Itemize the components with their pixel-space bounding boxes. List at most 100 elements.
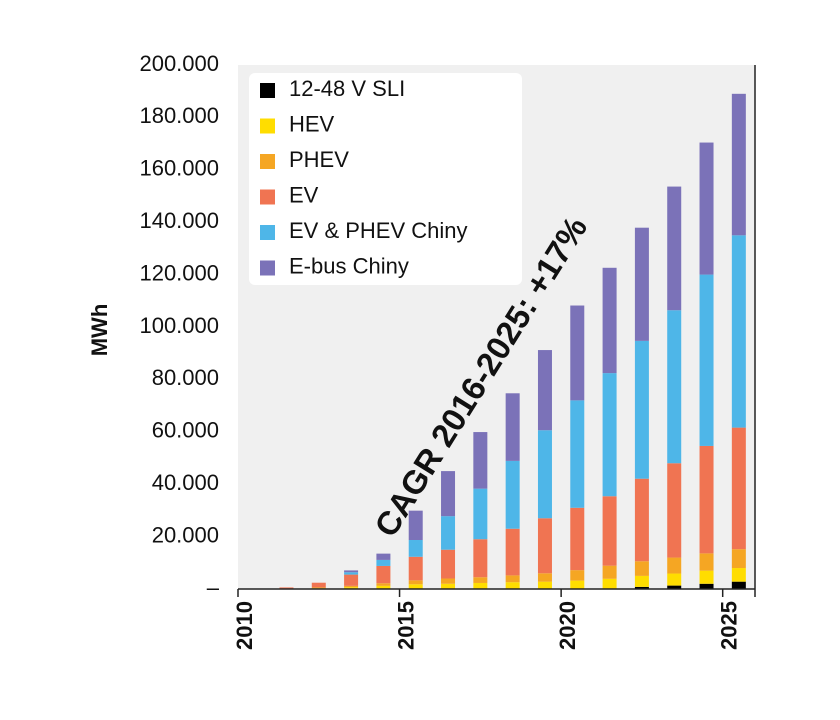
bar-segment-2017-ev-phev-chiny: [473, 488, 488, 540]
y-ticks-layer: – 20.000 40.000 60.000 80.000 100.000 120.000 1…: [139, 51, 219, 600]
y-tick-label: 120.000: [139, 260, 219, 285]
bar-segment-2020-ev: [570, 507, 585, 571]
bar-segment-2020-hev: [570, 580, 585, 589]
bar-segment-2024-ev: [699, 445, 714, 554]
legend-swatch: [260, 154, 275, 169]
bar-segment-2025-ev-phev-chiny: [731, 235, 746, 428]
bar-segment-2017-ev: [473, 539, 488, 578]
bar-segment-2018-ev-phev-chiny: [505, 460, 520, 529]
bar-segment-2019-ev: [537, 518, 552, 574]
legend-label: HEV: [289, 111, 335, 136]
y-tick-label: 60.000: [152, 418, 219, 443]
bar-segment-2016-e-bus-chiny: [441, 471, 456, 517]
bar-segment-2020-ev-phev-chiny: [570, 400, 585, 508]
legend-swatch: [260, 118, 275, 134]
legend-label: E-bus Chiny: [289, 253, 409, 278]
bar-segment-2013-phev: [344, 585, 359, 588]
bar-segment-2022-ev-phev-chiny: [634, 340, 649, 479]
legend-label: EV & PHEV Chiny: [289, 218, 468, 243]
y-tick-label: 180.000: [139, 103, 219, 128]
y-tick-label: 140.000: [139, 208, 219, 233]
bar-segment-2019-e-bus-chiny: [537, 350, 552, 431]
legend-background: [249, 73, 522, 285]
bar-segment-2019-hev: [537, 581, 552, 589]
bar-segment-2021-ev-phev-chiny: [602, 373, 617, 497]
bar-segment-2020-e-bus-chiny: [570, 305, 585, 401]
bar-segment-2015-ev-phev-chiny: [408, 540, 423, 557]
bar-segment-2018-phev: [505, 575, 520, 583]
bar-segment-2016-ev-phev-chiny: [441, 516, 456, 550]
x-tick-label: 2020: [555, 601, 580, 650]
bar-segment-2013-e-bus-chiny: [344, 570, 359, 573]
bar-segment-2014-e-bus-chiny: [376, 553, 391, 560]
bar-segment-2014-phev: [376, 583, 391, 586]
legend-label: PHEV: [289, 147, 349, 172]
y-tick-label: 20.000: [152, 522, 219, 547]
bar-segment-2015-hev: [408, 584, 423, 589]
x-tick-label: 2010: [232, 601, 257, 650]
bar-segment-2022-12-48-v-sli: [634, 586, 649, 589]
x-tick-label: 2025: [717, 601, 742, 650]
bar-segment-2016-hev: [441, 583, 456, 589]
bars-layer: [279, 93, 746, 589]
bar-segment-2016-phev: [441, 578, 456, 584]
bar-segment-2022-e-bus-chiny: [634, 227, 649, 341]
bar-segment-2023-12-48-v-sli: [667, 585, 682, 589]
bar-segment-2014-hev: [376, 585, 391, 589]
bar-segment-2024-phev: [699, 553, 714, 571]
bar-segment-2014-ev-phev-chiny: [376, 559, 391, 566]
bar-segment-2019-ev-phev-chiny: [537, 430, 552, 519]
bar-segment-2016-ev: [441, 549, 456, 579]
bar-segment-2022-hev: [634, 575, 649, 587]
bar-segment-2024-ev-phev-chiny: [699, 274, 714, 446]
bar-segment-2015-phev: [408, 580, 423, 585]
bar-segment-2025-ev: [731, 427, 746, 550]
bar-segment-2025-hev: [731, 568, 746, 582]
bar-segment-2024-12-48-v-sli: [699, 583, 714, 589]
bar-segment-2023-hev: [667, 573, 682, 586]
bar-segment-2024-e-bus-chiny: [699, 142, 714, 275]
bar-segment-2018-hev: [505, 582, 520, 589]
y-tick-label: –: [207, 575, 220, 600]
bar-segment-2020-phev: [570, 570, 585, 581]
bar-segment-2023-phev: [667, 557, 682, 574]
legend: 12-48 V SLI HEV PHEV EV EV & PHEV Chiny E-bus…: [249, 73, 522, 285]
legend-swatch: [260, 260, 275, 276]
bar-segment-2025-12-48-v-sli: [731, 581, 746, 589]
y-tick-label: 80.000: [152, 365, 219, 390]
y-tick-label: 200.000: [139, 51, 219, 76]
bar-segment-2017-e-bus-chiny: [473, 432, 488, 489]
bar-segment-2021-phev: [602, 565, 617, 579]
bar-segment-2025-e-bus-chiny: [731, 93, 746, 236]
bar-segment-2023-ev: [667, 463, 682, 558]
x-tick-label: 2015: [393, 601, 418, 650]
legend-label: EV: [289, 182, 319, 207]
bar-segment-2023-e-bus-chiny: [667, 186, 682, 311]
bar-segment-2013-ev-phev-chiny: [344, 572, 359, 575]
legend-swatch: [260, 189, 275, 205]
y-tick-label: 40.000: [152, 470, 219, 495]
bar-segment-2025-phev: [731, 549, 746, 569]
x-ticks-layer: 2010 2015 2020 2025: [232, 589, 742, 650]
bar-segment-2013-ev: [344, 574, 359, 586]
bar-segment-2017-hev: [473, 582, 488, 589]
bar-segment-2021-e-bus-chiny: [602, 267, 617, 374]
bar-segment-2023-ev-phev-chiny: [667, 310, 682, 464]
y-axis-title: MWh: [87, 304, 112, 357]
y-tick-label: 160.000: [139, 156, 219, 181]
bar-segment-2015-e-bus-chiny: [408, 510, 423, 540]
legend-swatch: [260, 225, 275, 240]
bar-segment-2018-ev: [505, 528, 520, 576]
legend-label: 12-48 V SLI: [289, 76, 405, 101]
bar-segment-2019-phev: [537, 573, 552, 582]
bar-segment-2022-phev: [634, 561, 649, 576]
bar-segment-2024-hev: [699, 570, 714, 584]
bar-segment-2013-hev: [344, 587, 359, 589]
bar-segment-2014-ev: [376, 565, 391, 584]
legend-swatch: [260, 83, 275, 98]
bar-segment-2018-e-bus-chiny: [505, 393, 520, 461]
bar-segment-2017-phev: [473, 577, 488, 583]
bar-segment-2015-ev: [408, 556, 423, 581]
